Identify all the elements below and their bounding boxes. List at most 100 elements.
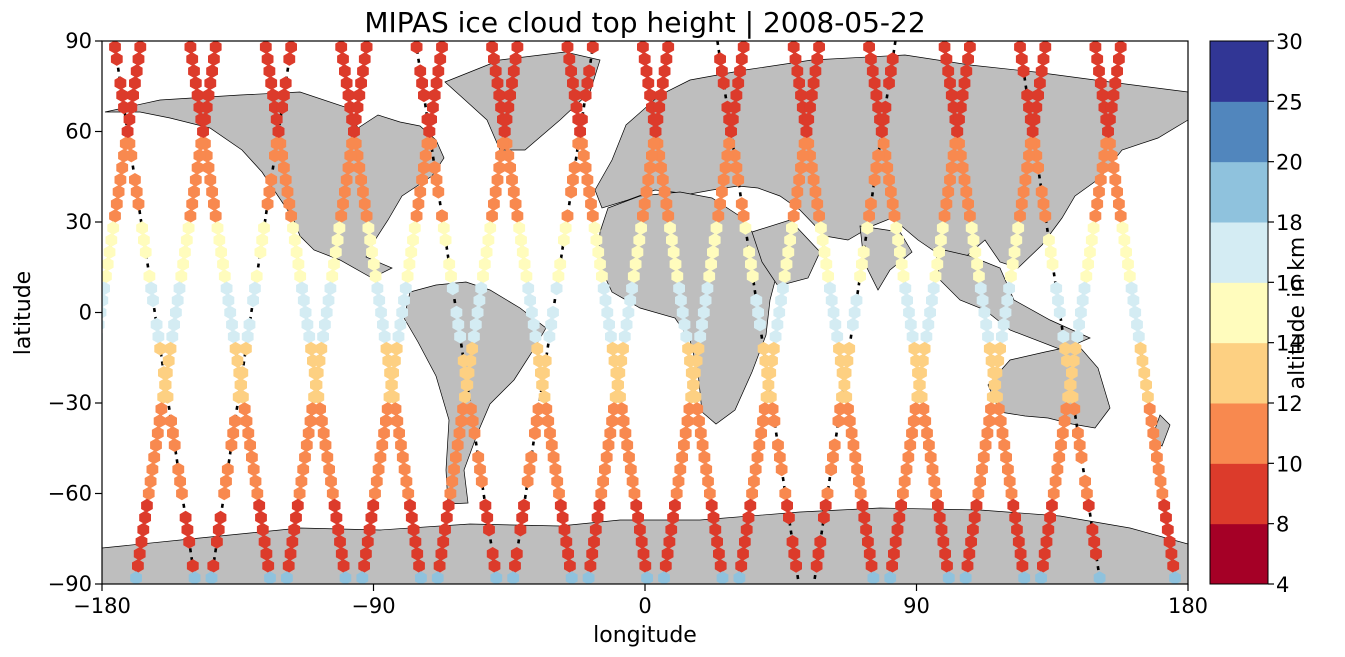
cloud-top-marker xyxy=(279,76,292,90)
cloud-top-marker xyxy=(733,571,746,584)
cloud-top-marker xyxy=(780,257,793,271)
cloud-top-marker xyxy=(181,522,194,537)
cloud-top-marker xyxy=(389,354,401,368)
cloud-top-marker xyxy=(1005,486,1018,501)
cloud-top-marker xyxy=(774,450,786,465)
cloud-top-marker xyxy=(1107,160,1120,175)
cloud-top-marker xyxy=(723,136,736,151)
cloud-top-marker xyxy=(524,293,536,308)
cloud-top-marker xyxy=(329,245,342,259)
cloud-top-marker xyxy=(398,293,410,308)
cloud-top-marker xyxy=(317,329,329,344)
cloud-top-marker xyxy=(486,547,499,561)
cloud-top-marker xyxy=(132,52,145,66)
cloud-top-marker xyxy=(423,124,436,139)
cloud-top-marker xyxy=(561,41,574,54)
cloud-top-marker xyxy=(1094,173,1107,187)
cloud-top-marker xyxy=(281,185,294,199)
cloud-top-marker xyxy=(949,136,962,151)
cloud-top-marker xyxy=(337,52,349,66)
cloud-top-marker xyxy=(358,197,371,211)
cloud-top-marker xyxy=(513,221,526,235)
cloud-top-marker xyxy=(488,559,501,573)
cloud-top-marker xyxy=(214,510,227,525)
cloud-top-marker xyxy=(154,341,167,356)
cloud-top-marker xyxy=(532,402,545,416)
cloud-top-marker xyxy=(1102,124,1114,139)
cloud-top-marker xyxy=(297,462,310,477)
cloud-top-marker xyxy=(703,269,716,284)
cloud-top-marker xyxy=(376,438,389,452)
cloud-top-marker xyxy=(401,269,414,284)
cloud-top-marker xyxy=(509,197,522,211)
cloud-top-marker xyxy=(960,185,973,199)
cloud-top-marker xyxy=(322,293,335,308)
cloud-top-marker xyxy=(997,317,1010,332)
cloud-top-marker xyxy=(522,281,535,296)
cloud-top-marker xyxy=(674,462,687,477)
cloud-top-marker xyxy=(193,148,206,163)
cloud-top-marker xyxy=(653,100,666,115)
cloud-top-marker xyxy=(306,402,319,416)
cloud-top-marker xyxy=(475,281,488,296)
cloud-top-marker xyxy=(843,341,856,356)
cloud-top-marker xyxy=(486,41,498,54)
colorbar-band xyxy=(1210,41,1268,102)
cloud-top-marker xyxy=(102,332,103,341)
cloud-top-marker xyxy=(102,269,112,284)
cloud-top-marker xyxy=(866,64,879,78)
cloud-top-marker xyxy=(793,76,805,90)
cloud-top-marker xyxy=(315,341,328,356)
cloud-top-marker xyxy=(459,390,471,404)
cloud-top-marker xyxy=(662,41,675,54)
cloud-top-marker xyxy=(988,378,1001,392)
cloud-top-marker xyxy=(481,510,494,525)
cloud-top-marker xyxy=(509,559,521,573)
cloud-top-marker xyxy=(1046,498,1058,513)
cloud-top-marker xyxy=(1044,510,1056,525)
cloud-top-marker xyxy=(885,185,897,199)
cloud-top-marker xyxy=(222,293,235,308)
cloud-top-marker xyxy=(545,317,558,332)
cloud-top-marker xyxy=(250,269,263,284)
cloud-top-marker xyxy=(442,498,455,513)
cloud-top-marker xyxy=(1015,52,1028,66)
cloud-top-marker xyxy=(939,547,951,561)
cloud-top-marker xyxy=(365,510,378,525)
cloud-top-marker xyxy=(847,317,859,332)
cloud-top-marker xyxy=(1100,136,1113,151)
cloud-top-marker xyxy=(405,510,418,525)
colorbar-tick-label: 16 xyxy=(1276,271,1303,295)
cloud-top-marker xyxy=(362,221,375,235)
cloud-top-marker xyxy=(542,414,555,428)
cloud-top-marker xyxy=(986,390,999,404)
cloud-top-marker xyxy=(360,209,373,223)
cloud-top-marker xyxy=(324,281,337,296)
cloud-top-marker xyxy=(346,136,358,151)
cloud-top-marker xyxy=(700,462,713,477)
cloud-top-marker xyxy=(863,209,875,223)
cloud-top-marker xyxy=(639,559,652,573)
cloud-top-marker xyxy=(676,305,689,320)
cloud-top-marker xyxy=(297,293,310,308)
cloud-top-marker xyxy=(204,173,217,187)
cloud-top-marker xyxy=(655,160,667,175)
cloud-top-marker xyxy=(224,305,237,320)
cloud-top-marker xyxy=(1049,474,1062,489)
cloud-top-marker xyxy=(1113,197,1125,211)
cloud-top-marker xyxy=(824,281,836,296)
cloud-top-marker xyxy=(795,88,807,103)
cloud-top-marker xyxy=(627,269,640,284)
cloud-top-marker xyxy=(711,535,723,549)
cloud-top-marker xyxy=(828,438,841,452)
cloud-top-marker xyxy=(439,233,452,247)
cloud-top-marker xyxy=(276,100,288,115)
cloud-top-marker xyxy=(118,148,130,163)
cloud-top-marker xyxy=(1003,281,1015,296)
cloud-top-marker xyxy=(356,571,369,584)
cloud-top-marker xyxy=(102,257,114,271)
cloud-top-marker xyxy=(632,510,644,525)
cloud-top-marker xyxy=(850,293,863,308)
cloud-top-marker xyxy=(109,209,121,223)
cloud-top-marker xyxy=(188,571,201,584)
